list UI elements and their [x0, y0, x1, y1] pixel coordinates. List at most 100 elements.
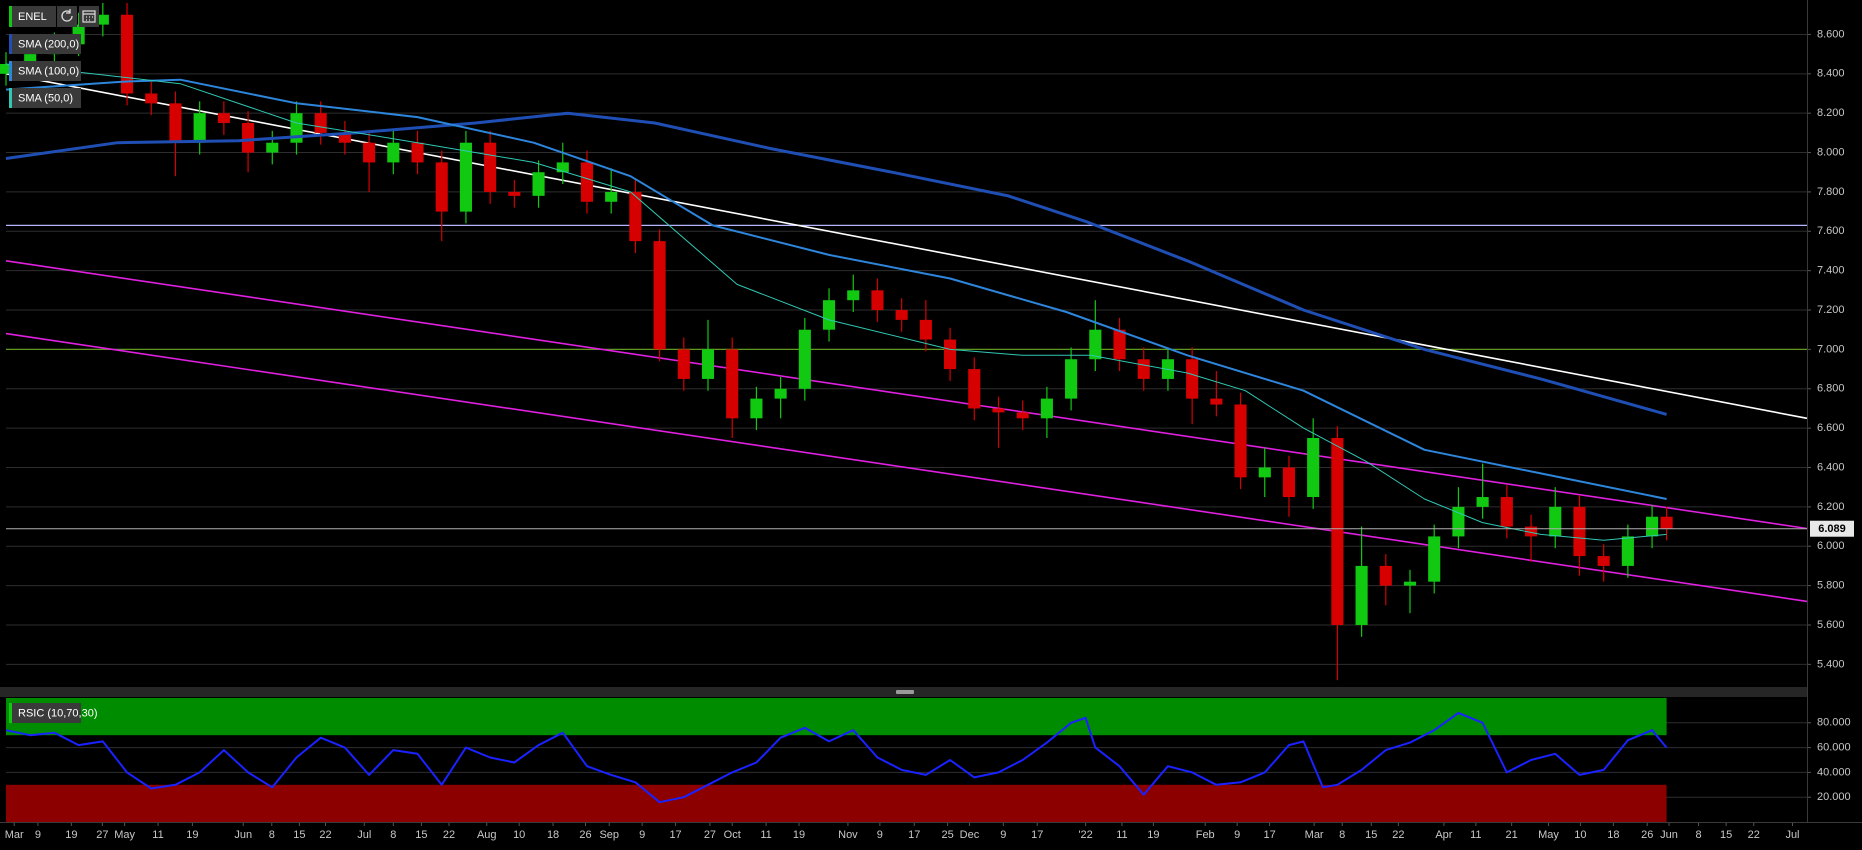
x-tick-label: 9 [35, 829, 41, 841]
legend-label: SMA (100,0) [18, 65, 79, 77]
candle-body [1500, 497, 1513, 527]
candle-body [1549, 506, 1562, 537]
candle-body [508, 191, 521, 196]
y-tick-label: 5.800 [1817, 580, 1845, 592]
candle-body [556, 162, 569, 173]
x-tick-label: 8 [1339, 829, 1345, 841]
x-tick-label: Jul [357, 829, 371, 841]
candle-body [1307, 437, 1320, 498]
y-tick-label: 80.000 [1817, 717, 1851, 729]
y-tick-label: 6.000 [1817, 540, 1845, 552]
y-tick-label: 6.600 [1817, 422, 1845, 434]
legend-box[interactable] [9, 61, 81, 81]
candle-body [798, 329, 811, 389]
threshold-band [6, 784, 1667, 822]
y-tick-label: 6.200 [1817, 501, 1845, 513]
x-tick-label: 21 [1506, 829, 1518, 841]
y-tick-label: 6.800 [1817, 383, 1845, 395]
legend-swatch [9, 703, 12, 723]
y-tick-label: 8.400 [1817, 68, 1845, 80]
x-tick-label: 9 [1234, 829, 1240, 841]
legend-item[interactable]: SMA (100,0) [9, 61, 81, 81]
x-tick-label: 10 [513, 829, 525, 841]
x-tick-label: 11 [1470, 829, 1481, 841]
legend-item[interactable]: RSIC (10,70,30) [9, 703, 97, 723]
x-tick-label: Jun [1660, 829, 1678, 841]
legend-box[interactable] [9, 34, 81, 54]
x-tick-label: 11 [760, 829, 771, 841]
candle-body [387, 142, 400, 163]
legend-label: SMA (200,0) [18, 38, 79, 50]
symbol-label: ENEL [18, 11, 47, 23]
candle-body [1210, 398, 1223, 405]
x-tick-label: Nov [838, 829, 858, 841]
y-tick-label: 40.000 [1817, 766, 1851, 778]
x-tick-label: Mar [1305, 829, 1324, 841]
x-tick-label: May [1538, 829, 1559, 841]
x-tick-label: 18 [547, 829, 559, 841]
symbol-button[interactable] [9, 6, 56, 27]
x-tick-label: '22 [1078, 829, 1092, 841]
x-tick-label: 8 [390, 829, 396, 841]
x-tick-label: 19 [793, 829, 805, 841]
x-tick-label: 17 [669, 829, 681, 841]
candle-body [484, 142, 497, 192]
candle-body [774, 388, 787, 399]
candle-body [968, 369, 981, 409]
x-tick-label: 22 [319, 829, 331, 841]
candle-body [1428, 536, 1441, 582]
x-tick-label: 26 [579, 829, 591, 841]
legend-item[interactable]: SMA (50,0) [9, 88, 81, 108]
candle-body [847, 290, 860, 301]
candle-body [1355, 565, 1368, 625]
candle-body [24, 54, 37, 64]
candle-body [1573, 506, 1586, 557]
x-tick-label: 17 [1263, 829, 1275, 841]
x-tick-label: 22 [1392, 829, 1404, 841]
legend-swatch [9, 34, 12, 54]
candle-body [677, 349, 690, 379]
x-tick-label: 9 [1000, 829, 1006, 841]
x-tick-label: Sep [599, 829, 619, 841]
candle-body [1597, 556, 1610, 566]
x-tick-label: Aug [477, 829, 497, 841]
candle-body [266, 142, 279, 153]
separator-handle[interactable] [896, 690, 914, 694]
candle-body [1621, 536, 1634, 566]
x-tick-label: Feb [1196, 829, 1215, 841]
y-tick-label: 7.000 [1817, 343, 1845, 355]
legend-box[interactable] [9, 703, 81, 723]
candle-body [1403, 581, 1417, 586]
candle-body [1089, 329, 1102, 360]
y-tick-label: 60.000 [1817, 742, 1851, 754]
y-tick-label: 7.600 [1817, 225, 1845, 237]
candle-body [459, 142, 472, 212]
refresh-button[interactable] [57, 6, 77, 27]
y-tick-label: 7.400 [1817, 265, 1845, 277]
x-tick-label: 26 [1641, 829, 1653, 841]
candle-body [338, 132, 351, 143]
candle-body [145, 93, 158, 104]
candle-body [1113, 329, 1126, 360]
candle-body [750, 398, 763, 419]
candle-body [1137, 359, 1150, 379]
x-tick-label: 19 [1147, 829, 1159, 841]
candle-body [411, 142, 424, 163]
candle-body [1660, 516, 1673, 529]
x-tick-label: 22 [1748, 829, 1760, 841]
calendar-icon [82, 10, 96, 23]
legend-box[interactable] [9, 88, 81, 108]
x-tick-label: 19 [65, 829, 77, 841]
moving-average-line [5, 63, 1667, 541]
candle-body [217, 113, 230, 124]
trend-line [5, 260, 1808, 530]
legend-item[interactable]: SMA (200,0) [9, 34, 81, 54]
candle-body [1065, 359, 1078, 399]
candle-body [919, 319, 932, 340]
trend-line [5, 332, 1808, 603]
x-tick-label: 8 [269, 829, 275, 841]
y-tick-label: 8.200 [1817, 107, 1845, 119]
candle-body [1016, 412, 1029, 419]
